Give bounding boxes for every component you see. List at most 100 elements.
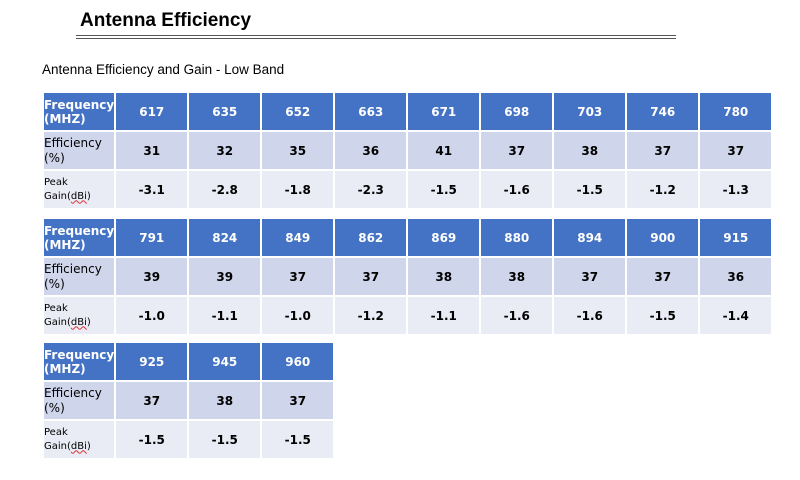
page-title: Antenna Efficiency bbox=[80, 10, 252, 31]
efficiency-label-line2: (%) bbox=[44, 400, 65, 415]
frequency-cell: 663 bbox=[335, 93, 407, 130]
table-row: Frequency (MHZ) 925 945 960 bbox=[44, 343, 334, 380]
peak-gain-row-label: Peak Gain(dBi) bbox=[44, 171, 115, 208]
efficiency-label-line2: (%) bbox=[44, 276, 65, 291]
table-row: Peak Gain(dBi) -1.0 -1.1 -1.0 -1.2 -1.1 -1.6 -1.… bbox=[44, 297, 772, 334]
peak-gain-cell: -1.0 bbox=[262, 297, 334, 334]
efficiency-label-line2: (%) bbox=[44, 150, 65, 165]
gain-label-line2c: ) bbox=[86, 190, 91, 202]
peak-gain-cell: -2.3 bbox=[335, 171, 407, 208]
efficiency-cell: 37 bbox=[116, 382, 188, 419]
frequency-cell: 894 bbox=[554, 219, 626, 256]
frequency-cell: 652 bbox=[262, 93, 334, 130]
frequency-cell: 671 bbox=[408, 93, 480, 130]
efficiency-cell: 35 bbox=[262, 132, 334, 169]
section-subtitle: Antenna Efficiency and Gain - Low Band bbox=[42, 62, 285, 77]
frequency-cell: 791 bbox=[116, 219, 188, 256]
gain-label-unit: dBi bbox=[70, 440, 87, 452]
efficiency-cell: 38 bbox=[408, 258, 480, 295]
peak-gain-cell: -1.6 bbox=[481, 171, 553, 208]
efficiency-cell: 37 bbox=[262, 382, 334, 419]
peak-gain-cell: -1.1 bbox=[189, 297, 261, 334]
frequency-header-label: Frequency (MHZ) bbox=[44, 219, 115, 256]
frequency-cell: 780 bbox=[700, 93, 772, 130]
peak-gain-row-label: Peak Gain(dBi) bbox=[44, 297, 115, 334]
frequency-label-line1: Frequency bbox=[44, 97, 115, 112]
gain-label-line2c: ) bbox=[86, 316, 91, 328]
frequency-cell: 862 bbox=[335, 219, 407, 256]
peak-gain-cell: -1.5 bbox=[262, 421, 334, 458]
peak-gain-cell: -1.8 bbox=[262, 171, 334, 208]
frequency-cell: 703 bbox=[554, 93, 626, 130]
table-row: Efficiency (%) 37 38 37 bbox=[44, 382, 334, 419]
frequency-cell: 960 bbox=[262, 343, 334, 380]
gain-label-line2a: Gain( bbox=[44, 190, 71, 202]
efficiency-cell: 36 bbox=[335, 132, 407, 169]
efficiency-label-line1: Efficiency bbox=[44, 135, 102, 150]
efficiency-cell: 31 bbox=[116, 132, 188, 169]
frequency-label-line1: Frequency bbox=[44, 223, 115, 238]
peak-gain-row-label: Peak Gain(dBi) bbox=[44, 421, 115, 458]
efficiency-cell: 38 bbox=[554, 132, 626, 169]
efficiency-cell: 37 bbox=[627, 132, 699, 169]
frequency-cell: 880 bbox=[481, 219, 553, 256]
table-row: Frequency (MHZ) 791 824 849 862 869 880 894 900 91… bbox=[44, 219, 772, 256]
efficiency-cell: 37 bbox=[481, 132, 553, 169]
efficiency-cell: 32 bbox=[189, 132, 261, 169]
frequency-cell: 635 bbox=[189, 93, 261, 130]
frequency-header-label: Frequency (MHZ) bbox=[44, 93, 115, 130]
frequency-cell: 617 bbox=[116, 93, 188, 130]
table-row: Peak Gain(dBi) -1.5 -1.5 -1.5 bbox=[44, 421, 334, 458]
efficiency-cell: 37 bbox=[627, 258, 699, 295]
efficiency-cell: 36 bbox=[700, 258, 772, 295]
peak-gain-cell: -1.5 bbox=[627, 297, 699, 334]
peak-gain-cell: -1.5 bbox=[116, 421, 188, 458]
efficiency-cell: 38 bbox=[189, 382, 261, 419]
efficiency-cell: 39 bbox=[189, 258, 261, 295]
peak-gain-cell: -1.6 bbox=[554, 297, 626, 334]
peak-gain-cell: -1.5 bbox=[408, 171, 480, 208]
peak-gain-cell: -2.8 bbox=[189, 171, 261, 208]
title-divider bbox=[76, 35, 676, 39]
peak-gain-cell: -1.4 bbox=[700, 297, 772, 334]
frequency-cell: 900 bbox=[627, 219, 699, 256]
efficiency-row-label: Efficiency (%) bbox=[44, 132, 115, 169]
frequency-cell: 869 bbox=[408, 219, 480, 256]
peak-gain-cell: -1.2 bbox=[627, 171, 699, 208]
efficiency-cell: 39 bbox=[116, 258, 188, 295]
efficiency-cell: 38 bbox=[481, 258, 553, 295]
peak-gain-cell: -1.6 bbox=[481, 297, 553, 334]
efficiency-table-2: Frequency (MHZ) 791 824 849 862 869 880 894 900 91… bbox=[42, 217, 773, 336]
peak-gain-cell: -3.1 bbox=[116, 171, 188, 208]
efficiency-cell: 41 bbox=[408, 132, 480, 169]
gain-label-line1: Peak bbox=[44, 426, 68, 438]
table-row: Efficiency (%) 31 32 35 36 41 37 38 37 37 bbox=[44, 132, 772, 169]
table-row: Peak Gain(dBi) -3.1 -2.8 -1.8 -2.3 -1.5 -1.6 -1.… bbox=[44, 171, 772, 208]
efficiency-label-line1: Efficiency bbox=[44, 385, 102, 400]
gain-label-unit: dBi bbox=[70, 190, 87, 202]
gain-label-line2a: Gain( bbox=[44, 440, 71, 452]
gain-label-line2a: Gain( bbox=[44, 316, 71, 328]
frequency-cell: 746 bbox=[627, 93, 699, 130]
gain-label-line1: Peak bbox=[44, 302, 68, 314]
frequency-cell: 945 bbox=[189, 343, 261, 380]
frequency-cell: 849 bbox=[262, 219, 334, 256]
peak-gain-cell: -1.0 bbox=[116, 297, 188, 334]
peak-gain-cell: -1.1 bbox=[408, 297, 480, 334]
frequency-cell: 925 bbox=[116, 343, 188, 380]
frequency-label-line2: (MHZ) bbox=[44, 237, 86, 252]
frequency-label-line2: (MHZ) bbox=[44, 361, 86, 376]
peak-gain-cell: -1.5 bbox=[554, 171, 626, 208]
peak-gain-cell: -1.3 bbox=[700, 171, 772, 208]
efficiency-cell: 37 bbox=[262, 258, 334, 295]
efficiency-label-line1: Efficiency bbox=[44, 261, 102, 276]
efficiency-cell: 37 bbox=[335, 258, 407, 295]
peak-gain-cell: -1.2 bbox=[335, 297, 407, 334]
efficiency-row-label: Efficiency (%) bbox=[44, 382, 115, 419]
frequency-cell: 915 bbox=[700, 219, 772, 256]
efficiency-table-3: Frequency (MHZ) 925 945 960 Efficiency (%) 37 38… bbox=[42, 341, 335, 460]
gain-label-unit: dBi bbox=[70, 316, 87, 328]
efficiency-table-1: Frequency (MHZ) 617 635 652 663 671 698 703 746 78… bbox=[42, 91, 773, 210]
efficiency-cell: 37 bbox=[700, 132, 772, 169]
frequency-header-label: Frequency (MHZ) bbox=[44, 343, 115, 380]
